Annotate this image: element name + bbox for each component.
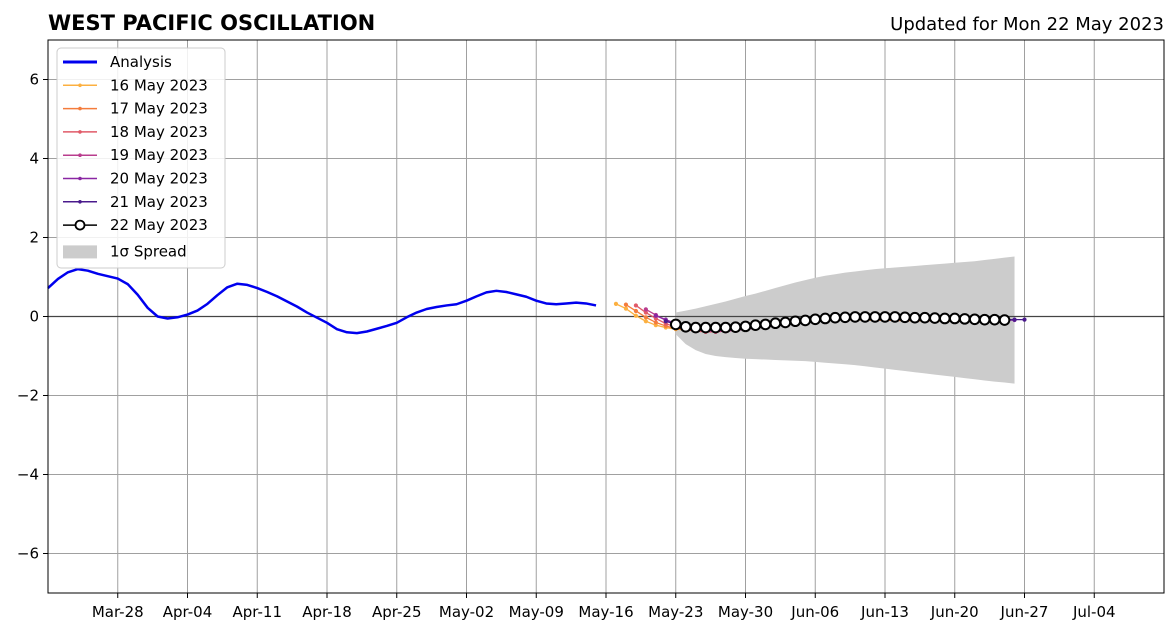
- x-tick-label: May-23: [648, 603, 703, 621]
- forecast-point: [739, 320, 752, 333]
- forecast-point: [909, 311, 921, 324]
- forecast-point: [929, 312, 941, 324]
- forecast-point: [709, 321, 722, 334]
- y-tick-label: 4: [29, 150, 39, 168]
- legend-label: 1σ Spread: [110, 242, 187, 260]
- y-tick-label: −4: [17, 466, 39, 484]
- legend-label: 19 May 2023: [110, 146, 208, 164]
- legend-marker: [78, 106, 82, 111]
- y-tick-label: 2: [29, 229, 39, 247]
- forecast-point: [948, 312, 961, 325]
- forecast-point: [938, 312, 951, 325]
- x-tick-label: Apr-11: [233, 603, 283, 621]
- legend-label: 22 May 2023: [110, 216, 208, 234]
- forecast-point: [968, 313, 981, 326]
- legend-box: [56, 47, 226, 269]
- forecast-point: [919, 311, 931, 324]
- legend-label: 21 May 2023: [110, 193, 208, 211]
- legend-marker: [78, 200, 82, 204]
- forecast-point: [689, 321, 702, 334]
- forecast-point: [978, 313, 991, 326]
- legend-marker: [78, 176, 82, 181]
- forecast-point: [749, 319, 762, 331]
- y-tick-label: −6: [17, 545, 39, 563]
- forecast-point: [729, 321, 742, 333]
- forecast-point: [829, 311, 841, 324]
- analysis-line: [47, 267, 597, 335]
- x-tick-label: May-16: [578, 603, 633, 621]
- legend-label: Analysis: [110, 53, 172, 71]
- chart-subtitle: Updated for Mon 22 May 2023: [890, 14, 1164, 35]
- legend-marker: [78, 153, 82, 157]
- x-tick-label: Jun-13: [860, 603, 909, 621]
- forecast-point: [623, 306, 629, 311]
- tick-labels: Mar-28 Apr-04 Apr-11 Apr-18 Apr-25 May-02 May-…: [17, 71, 1116, 622]
- series-group: [47, 267, 1027, 335]
- forecast-point: [819, 312, 832, 325]
- forecast-point: [869, 311, 881, 323]
- x-tick-label: Apr-18: [302, 603, 352, 621]
- x-tick-label: May-30: [718, 603, 773, 621]
- forecast-point: [623, 302, 629, 307]
- forecast-point: [759, 318, 772, 331]
- forecast-point: [889, 311, 901, 323]
- forecast-point: [839, 311, 851, 324]
- x-tick-label: Jul-04: [1072, 603, 1116, 621]
- forecast-point: [613, 301, 619, 306]
- forecast-point: [789, 315, 802, 328]
- forecast-point: [633, 303, 638, 308]
- forecast-point: [998, 314, 1011, 326]
- forecast-point: [779, 316, 792, 329]
- forecast-point: [643, 307, 648, 312]
- forecast-point: [653, 320, 658, 325]
- x-tick-label: May-02: [439, 603, 494, 621]
- chart-title: WEST PACIFIC OSCILLATION: [48, 11, 375, 35]
- x-tick-label: Jun-06: [790, 603, 839, 621]
- forecast-point: [633, 313, 638, 318]
- x-tick-label: Apr-04: [163, 603, 213, 621]
- forecast-point: [1022, 317, 1027, 322]
- x-tick-label: Mar-28: [92, 603, 144, 621]
- y-tick-label: 6: [29, 71, 39, 89]
- forecast-point: [859, 311, 871, 323]
- x-tick-label: Jun-20: [930, 603, 979, 621]
- x-tick-label: Jun-27: [1000, 603, 1049, 621]
- legend: Analysis 16 May 2023 17 May 2023 18 May 202…: [56, 47, 226, 269]
- forecast-point: [799, 314, 812, 327]
- forecast-point: [669, 318, 682, 331]
- forecast-point: [699, 321, 712, 334]
- legend-marker: [78, 83, 82, 88]
- forecast-point: [679, 320, 692, 333]
- forecast-point: [663, 319, 668, 324]
- forecast-point: [899, 311, 911, 324]
- forecast-point: [719, 321, 732, 334]
- legend-swatch: [63, 245, 97, 259]
- forecast-point: [633, 308, 638, 314]
- legend-label: 20 May 2023: [110, 170, 208, 188]
- forecast-point: [988, 313, 1001, 326]
- forecast-point: [643, 315, 648, 320]
- forecast-point: [653, 313, 658, 318]
- forecast-point: [643, 319, 648, 324]
- forecast-series: [669, 311, 1011, 334]
- legend-label: 18 May 2023: [110, 123, 208, 141]
- legend-label: 17 May 2023: [110, 100, 208, 118]
- x-tick-label: Apr-25: [372, 603, 422, 621]
- legend-marker: [78, 130, 82, 134]
- legend-label: 16 May 2023: [110, 76, 208, 94]
- forecast-point: [809, 313, 822, 326]
- forecast-point: [1012, 317, 1017, 322]
- forecast-point: [958, 313, 971, 325]
- legend-marker: [74, 219, 86, 231]
- y-tick-label: 0: [29, 308, 39, 326]
- forecast-point: [849, 311, 861, 323]
- x-tick-label: May-09: [509, 603, 564, 621]
- forecast-point: [769, 317, 782, 330]
- y-tick-label: −2: [17, 387, 39, 405]
- forecast-point: [879, 311, 891, 323]
